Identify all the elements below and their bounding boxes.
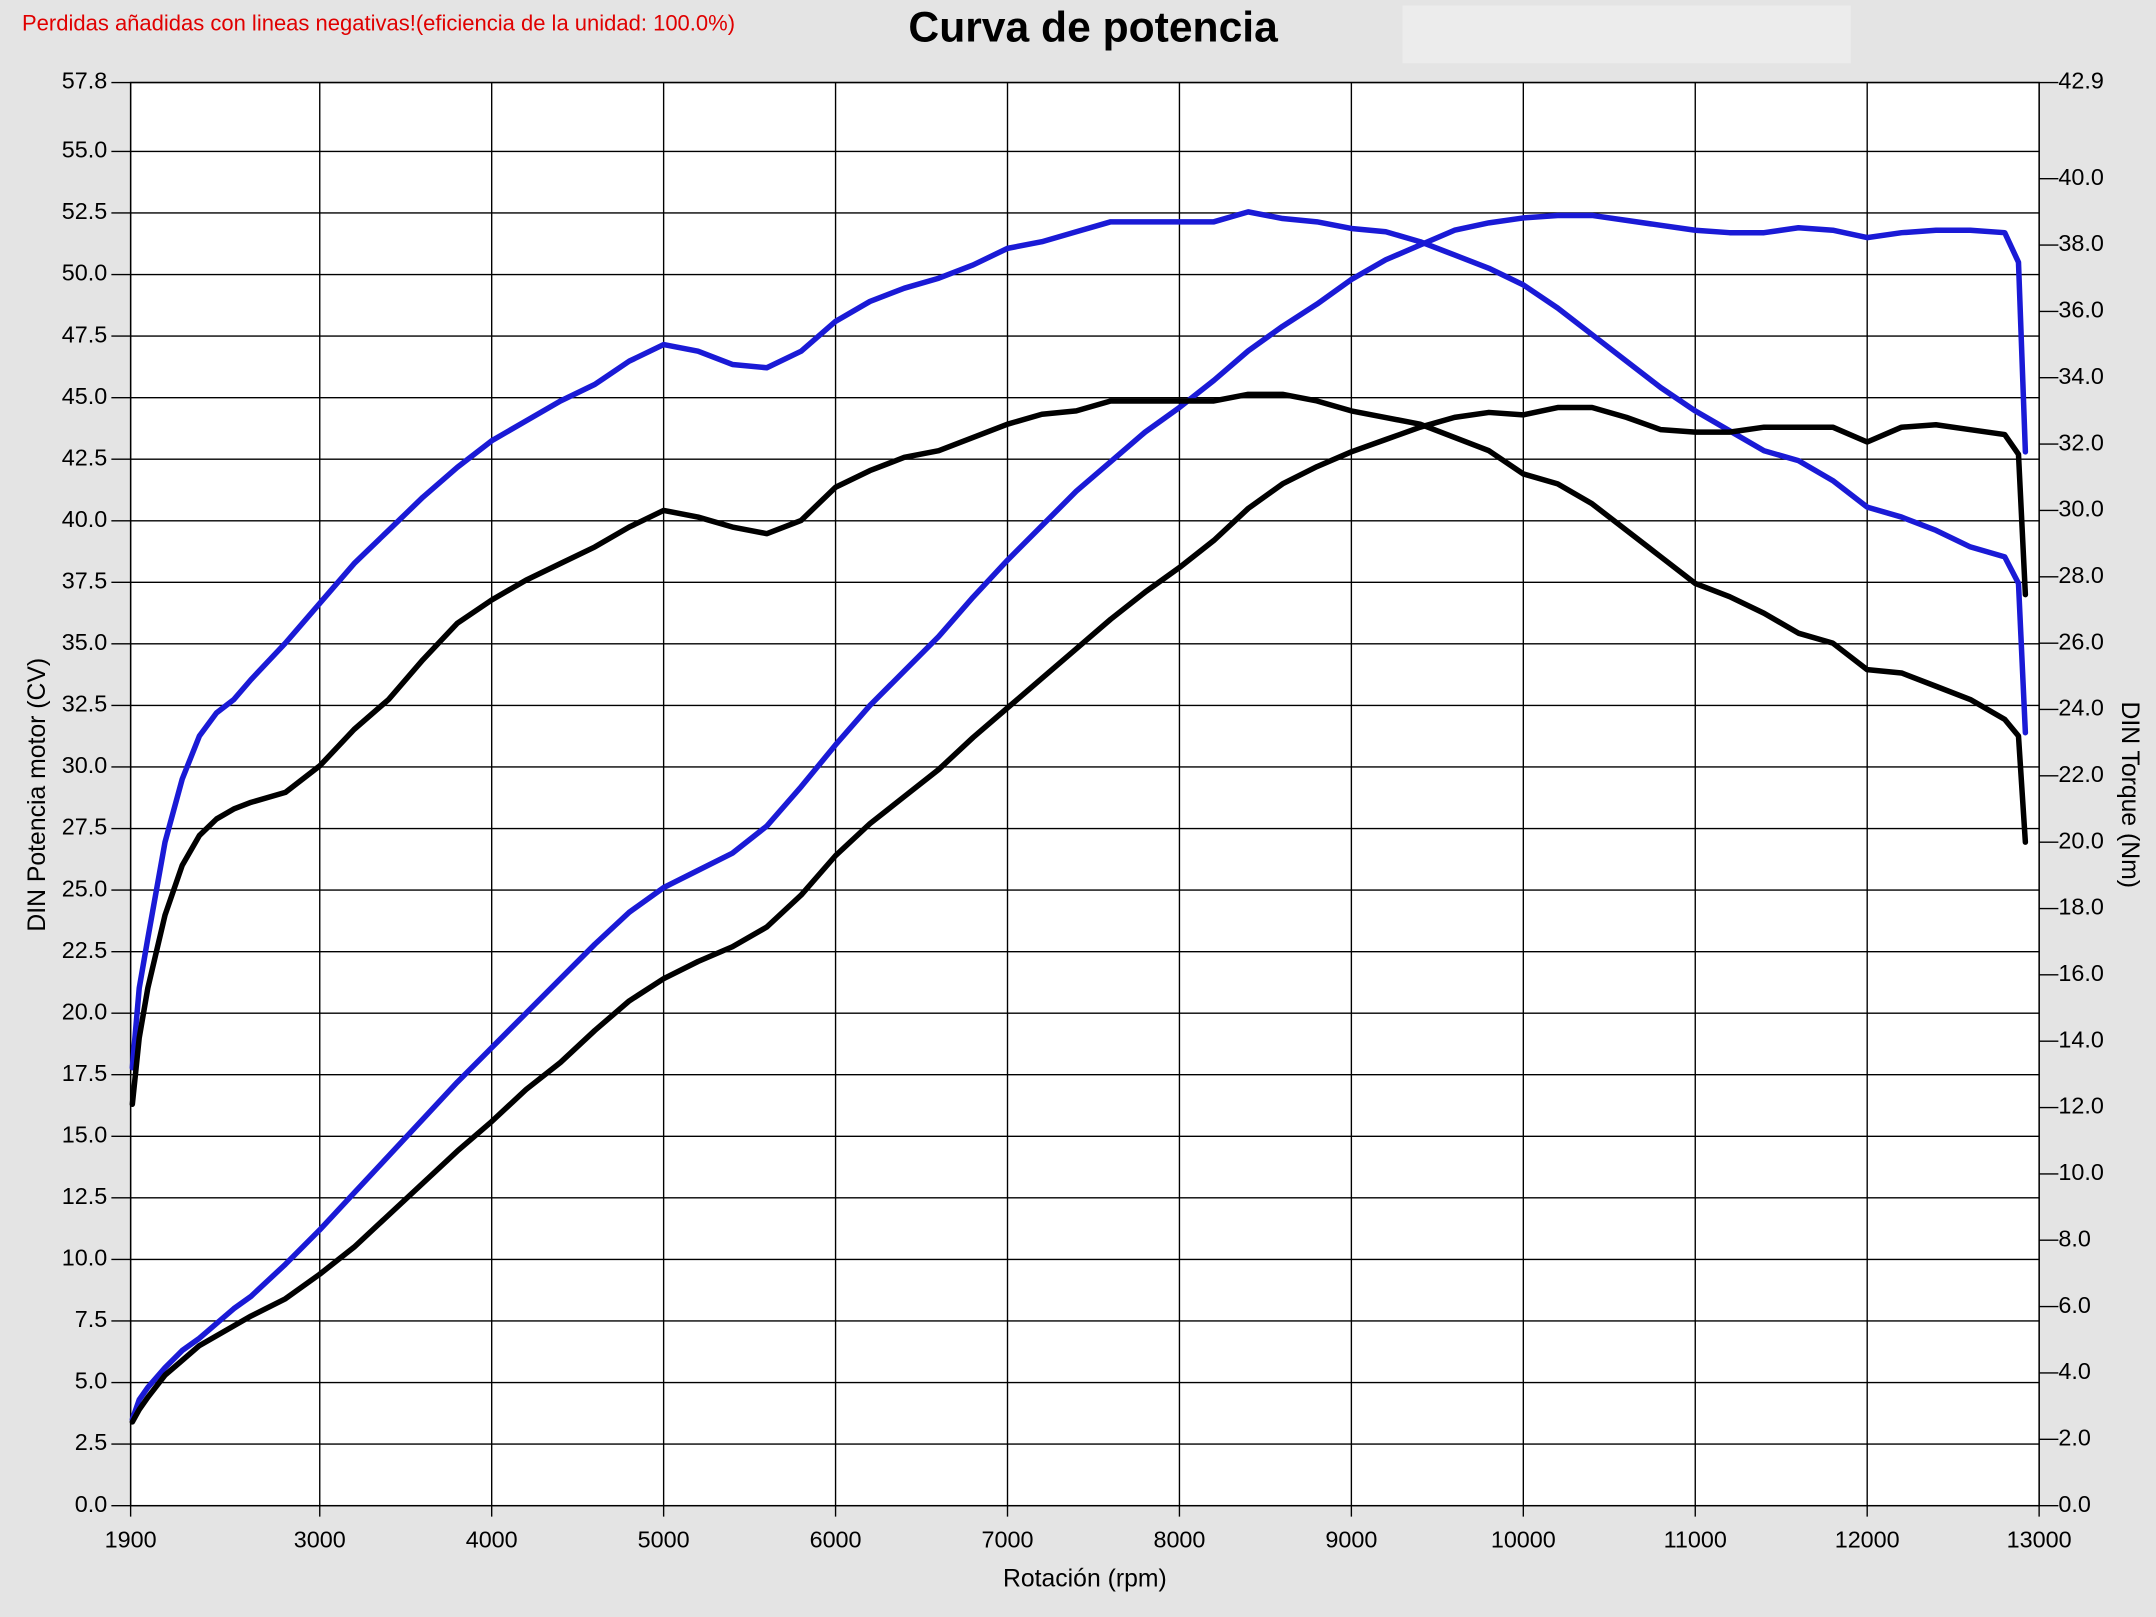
y-tick-label: 20.0 — [62, 998, 107, 1024]
x-tick-label: 13000 — [2007, 1527, 2072, 1553]
x-tick-label: 4000 — [466, 1527, 518, 1553]
y-tick-label: 50.0 — [62, 260, 107, 286]
y-tick-label: 42.5 — [62, 444, 107, 470]
y2-axis-label: DIN Torque (Nm) — [2116, 701, 2143, 888]
y2-tick-label: 12.0 — [2058, 1093, 2103, 1119]
y2-tick-label: 30.0 — [2058, 496, 2103, 522]
line-series — [129, 212, 2029, 1423]
line-series — [129, 404, 2029, 1425]
y-tick-label: 0.0 — [75, 1491, 107, 1517]
y-tick-label: 15.0 — [62, 1121, 107, 1147]
y2-tick-label: 4.0 — [2058, 1358, 2090, 1384]
y-tick-label: 52.5 — [62, 198, 107, 224]
x-tick-label: 10000 — [1491, 1527, 1556, 1553]
y2-tick-label: 10.0 — [2058, 1159, 2103, 1185]
x-axis-label: Rotación (rpm) — [1003, 1565, 1167, 1592]
y-tick-label: 32.5 — [62, 691, 107, 717]
y2-tick-label: 0.0 — [2058, 1491, 2090, 1517]
y-tick-label: 7.5 — [75, 1306, 107, 1332]
y-tick-label: 40.0 — [62, 506, 107, 532]
y2-tick-label: 34.0 — [2058, 363, 2103, 389]
y2-tick-label: 16.0 — [2058, 960, 2103, 986]
y-axis-label: DIN Potencia motor (CV) — [24, 658, 51, 932]
x-tick-label: 7000 — [982, 1527, 1034, 1553]
line-series — [129, 391, 2029, 1107]
y-tick-label: 35.0 — [62, 629, 107, 655]
x-tick-label: 6000 — [810, 1527, 862, 1553]
x-tick-label: 9000 — [1325, 1527, 1377, 1553]
y2-tick-label: 8.0 — [2058, 1225, 2090, 1251]
y2-tick-label: 40.0 — [2058, 164, 2103, 190]
y-tick-label: 30.0 — [62, 752, 107, 778]
y2-tick-label: 20.0 — [2058, 827, 2103, 853]
y-tick-label: 45.0 — [62, 383, 107, 409]
plot-area — [129, 81, 2040, 1507]
annotation: Perdidas añadidas con lineas negativas!(… — [22, 11, 735, 36]
x-tick-label: 8000 — [1153, 1527, 1205, 1553]
y-tick-label: 17.5 — [62, 1060, 107, 1086]
y2-tick-label: 2.0 — [2058, 1424, 2090, 1450]
y-tick-label: 55.0 — [62, 137, 107, 163]
y2-tick-label: 38.0 — [2058, 230, 2103, 256]
y-tick-label: 57.8 — [62, 68, 107, 94]
y2-tick-label: 14.0 — [2058, 1026, 2103, 1052]
y2-tick-label: 6.0 — [2058, 1292, 2090, 1318]
chart-title: Curva de potencia — [908, 4, 1278, 52]
y2-tick-label: 32.0 — [2058, 429, 2103, 455]
y-tick-label: 2.5 — [75, 1429, 107, 1455]
y-tick-label: 10.0 — [62, 1245, 107, 1271]
header-box — [1402, 5, 1851, 64]
y2-tick-label: 28.0 — [2058, 562, 2103, 588]
y-tick-label: 22.5 — [62, 937, 107, 963]
y2-tick-label: 26.0 — [2058, 628, 2103, 654]
y2-tick-label: 22.0 — [2058, 761, 2103, 787]
y-tick-label: 27.5 — [62, 814, 107, 840]
y-tick-label: 37.5 — [62, 567, 107, 593]
x-tick-label: 11000 — [1664, 1527, 1727, 1553]
y-tick-label: 12.5 — [62, 1183, 107, 1209]
y2-tick-label: 36.0 — [2058, 297, 2103, 323]
x-tick-label: 1900 — [105, 1527, 157, 1553]
y-tick-label: 5.0 — [75, 1368, 107, 1394]
y2-tick-label: 18.0 — [2058, 894, 2103, 920]
x-tick-label: 5000 — [638, 1527, 690, 1553]
y-tick-label: 47.5 — [62, 321, 107, 347]
x-tick-label: 12000 — [1835, 1527, 1900, 1553]
y2-tick-label: 42.9 — [2058, 68, 2103, 94]
x-tick-label: 3000 — [294, 1527, 346, 1553]
y-tick-label: 25.0 — [62, 875, 107, 901]
y2-tick-label: 24.0 — [2058, 695, 2103, 721]
line-series — [129, 209, 2029, 1071]
